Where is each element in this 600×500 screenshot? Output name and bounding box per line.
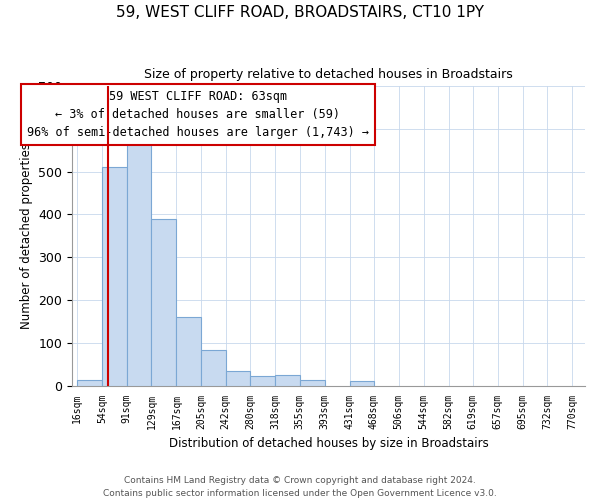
- Title: Size of property relative to detached houses in Broadstairs: Size of property relative to detached ho…: [144, 68, 513, 80]
- Text: 59, WEST CLIFF ROAD, BROADSTAIRS, CT10 1PY: 59, WEST CLIFF ROAD, BROADSTAIRS, CT10 1…: [116, 5, 484, 20]
- Bar: [250, 376, 275, 386]
- Bar: [201, 350, 226, 386]
- Bar: [151, 218, 176, 386]
- X-axis label: Distribution of detached houses by size in Broadstairs: Distribution of detached houses by size …: [169, 437, 488, 450]
- Bar: [102, 167, 127, 386]
- Bar: [350, 382, 374, 386]
- Text: 59 WEST CLIFF ROAD: 63sqm
← 3% of detached houses are smaller (59)
96% of semi-d: 59 WEST CLIFF ROAD: 63sqm ← 3% of detach…: [27, 90, 369, 140]
- Bar: [176, 317, 201, 386]
- Bar: [275, 376, 299, 386]
- Bar: [226, 371, 250, 386]
- Y-axis label: Number of detached properties: Number of detached properties: [20, 143, 33, 329]
- Text: Contains HM Land Registry data © Crown copyright and database right 2024.
Contai: Contains HM Land Registry data © Crown c…: [103, 476, 497, 498]
- Bar: [77, 380, 102, 386]
- Bar: [299, 380, 325, 386]
- Bar: [127, 142, 151, 386]
